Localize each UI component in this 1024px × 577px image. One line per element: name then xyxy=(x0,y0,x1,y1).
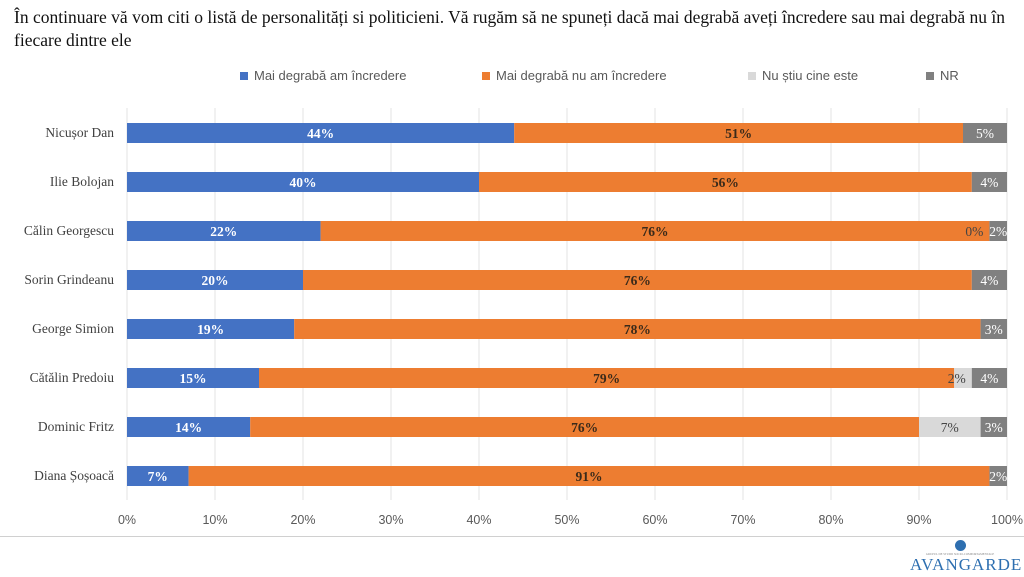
chart-title: În continuare vă vom citi o listă de per… xyxy=(14,7,1005,50)
legend-item: Mai degrabă am încredere xyxy=(240,68,406,83)
category-label: Nicușor Dan xyxy=(45,125,114,140)
data-label: 15% xyxy=(180,371,207,386)
legend-label: NR xyxy=(940,68,959,83)
bar-segment xyxy=(127,270,303,290)
data-label: 2% xyxy=(989,224,1007,239)
avangarde-logo: GRUPUL DE STUDII SOCIO-COMPORTAMENTALE A… xyxy=(910,540,1023,574)
data-label: 14% xyxy=(175,420,202,435)
bar-segment xyxy=(250,417,919,437)
bar-segment xyxy=(989,221,1007,241)
x-tick-label: 20% xyxy=(290,513,315,527)
data-label: 3% xyxy=(985,420,1003,435)
data-label: 76% xyxy=(571,420,598,435)
data-label: 79% xyxy=(593,371,620,386)
data-label: 20% xyxy=(202,273,229,288)
bar-segment xyxy=(963,123,1007,143)
logo-name: AVANGARDE xyxy=(910,555,1023,574)
x-tick-label: 60% xyxy=(642,513,667,527)
x-tick-label: 30% xyxy=(378,513,403,527)
logo-subtitle: GRUPUL DE STUDII SOCIO-COMPORTAMENTALE xyxy=(925,552,995,556)
category-label: Cătălin Predoiu xyxy=(30,370,115,385)
legend: Mai degrabă am încredere Mai degrabă nu a… xyxy=(0,68,1024,86)
bar-segment xyxy=(971,172,1007,192)
category-label: Sorin Grindeanu xyxy=(24,272,114,287)
x-tick-label: 10% xyxy=(202,513,227,527)
bar-segment xyxy=(514,123,963,143)
data-label: 3% xyxy=(985,322,1003,337)
footer-divider xyxy=(0,536,1024,537)
bar-segment xyxy=(320,221,990,241)
data-label: 7% xyxy=(941,420,959,435)
data-label: 76% xyxy=(642,224,669,239)
data-label: 4% xyxy=(980,273,998,288)
data-label: 2% xyxy=(948,371,966,386)
bar-segment xyxy=(188,466,990,486)
x-tick-label: 70% xyxy=(730,513,755,527)
data-label: 56% xyxy=(712,175,739,190)
x-tick-label: 40% xyxy=(466,513,491,527)
data-label: 40% xyxy=(290,175,317,190)
x-tick-label: 100% xyxy=(991,513,1023,527)
data-label: 4% xyxy=(980,175,998,190)
data-label: 7% xyxy=(148,469,168,484)
data-label: 78% xyxy=(624,322,651,337)
category-label: Călin Georgescu xyxy=(24,223,114,238)
category-label: George Simion xyxy=(32,321,114,336)
bar-segment xyxy=(954,368,972,388)
bar-segment xyxy=(294,319,981,339)
legend-swatch xyxy=(926,71,934,80)
legend-swatch xyxy=(748,71,756,80)
data-label: 44% xyxy=(307,126,334,141)
data-label: 51% xyxy=(725,126,752,141)
legend-swatch xyxy=(482,71,490,80)
bar-segment xyxy=(303,270,972,290)
category-label: Dominic Fritz xyxy=(38,419,114,434)
category-label: Diana Șoșoacă xyxy=(34,468,114,483)
bar-segment xyxy=(971,368,1007,388)
bar-segment xyxy=(127,172,479,192)
bar-segment xyxy=(127,123,515,143)
legend-label: Mai degrabă am încredere xyxy=(254,68,407,83)
data-label: 5% xyxy=(976,126,994,141)
data-label: 2% xyxy=(989,469,1007,484)
bar-segment xyxy=(980,417,1007,437)
bar-segment xyxy=(989,466,1007,486)
bar-segment xyxy=(259,368,955,388)
data-label: 22% xyxy=(210,224,237,239)
logo-mark-icon xyxy=(954,540,966,551)
bar-segment xyxy=(980,319,1007,339)
x-tick-label: 90% xyxy=(906,513,931,527)
data-label: 91% xyxy=(576,469,603,484)
bar-segment xyxy=(127,319,295,339)
legend-item: NR xyxy=(926,68,959,83)
bar-segment xyxy=(127,221,321,241)
x-tick-label: 80% xyxy=(818,513,843,527)
data-label: 4% xyxy=(980,371,998,386)
bar-segment xyxy=(127,417,251,437)
category-label: Ilie Bolojan xyxy=(50,174,114,189)
legend-item: Mai degrabă nu am încredere xyxy=(482,68,667,83)
legend-label: Nu știu cine este xyxy=(762,68,859,83)
data-label: 76% xyxy=(624,273,651,288)
bar-segment xyxy=(479,172,972,192)
bar-segment xyxy=(127,466,189,486)
bar-segment xyxy=(971,270,1007,290)
legend-label: Mai degrabă nu am încredere xyxy=(496,68,667,83)
bar-segment xyxy=(127,368,259,388)
legend-swatch xyxy=(240,71,248,80)
x-tick-label: 0% xyxy=(118,513,136,527)
data-label: 19% xyxy=(197,322,224,337)
x-tick-label: 50% xyxy=(554,513,579,527)
legend-item: Nu știu cine este xyxy=(748,68,858,83)
bar-segment xyxy=(919,417,981,437)
data-label: 0% xyxy=(965,224,983,239)
